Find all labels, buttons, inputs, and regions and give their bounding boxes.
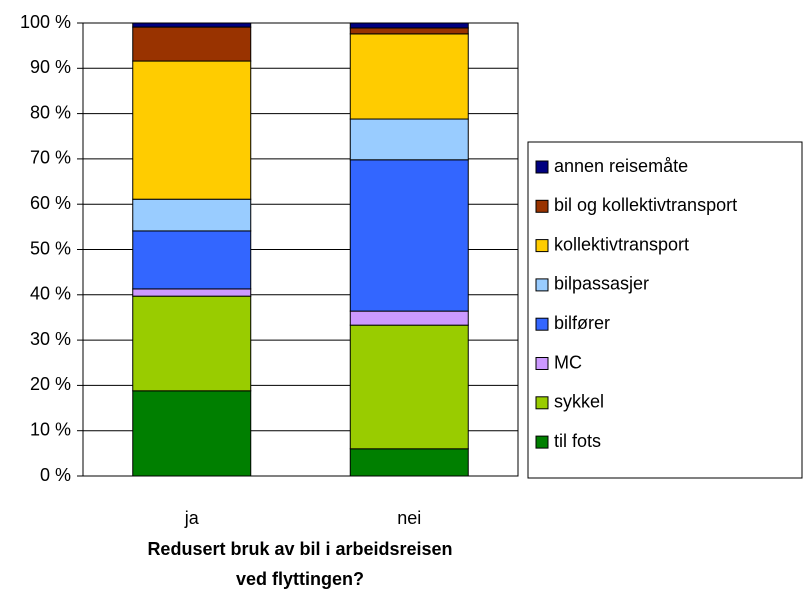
legend-label: bilfører bbox=[554, 313, 610, 333]
x-tick-label: nei bbox=[397, 508, 421, 528]
legend-swatch bbox=[535, 357, 549, 370]
legend-swatch bbox=[535, 278, 549, 292]
bar-segment bbox=[349, 310, 469, 326]
bar-segment bbox=[132, 390, 252, 477]
y-tick-label: 40 % bbox=[30, 284, 71, 304]
bar-segment bbox=[132, 230, 252, 290]
bar-segment bbox=[349, 324, 469, 450]
legend-swatch bbox=[535, 435, 549, 449]
bar-segment bbox=[349, 118, 469, 161]
legend-swatch bbox=[535, 239, 549, 253]
bar-segment bbox=[349, 159, 469, 312]
legend-box bbox=[527, 141, 803, 479]
y-tick-label: 50 % bbox=[30, 238, 71, 258]
bar-segment bbox=[349, 33, 469, 120]
y-tick-label: 60 % bbox=[30, 193, 71, 213]
bar-segment bbox=[132, 198, 252, 232]
bar-segment bbox=[132, 60, 252, 200]
y-tick-label: 10 % bbox=[30, 419, 71, 439]
x-tick-label: ja bbox=[184, 508, 200, 528]
bar-segment bbox=[132, 295, 252, 392]
y-tick-label: 90 % bbox=[30, 57, 71, 77]
bar-segment bbox=[132, 22, 252, 28]
legend-swatch bbox=[535, 317, 549, 331]
legend-label: kollektivtransport bbox=[554, 234, 689, 254]
x-axis-title: Redusert bruk av bil i arbeidsreisen ved… bbox=[147, 539, 453, 589]
bar-segment bbox=[349, 27, 469, 35]
bar-segment bbox=[349, 22, 469, 29]
legend-label: sykkel bbox=[554, 392, 604, 412]
bar-segment bbox=[349, 448, 469, 477]
legend-label: bil og kollektivtransport bbox=[554, 195, 737, 215]
legend-label: MC bbox=[554, 352, 582, 372]
y-tick-label: 80 % bbox=[30, 102, 71, 122]
bar-segment bbox=[132, 26, 252, 62]
legend-label: til fots bbox=[554, 431, 601, 451]
y-tick-label: 70 % bbox=[30, 148, 71, 168]
legend-swatch bbox=[535, 160, 549, 174]
y-tick-label: 0 % bbox=[40, 465, 71, 485]
y-tick-label: 20 % bbox=[30, 374, 71, 394]
legend-label: annen reisemåte bbox=[554, 156, 688, 176]
y-tick-label: 30 % bbox=[30, 329, 71, 349]
bar-segment bbox=[132, 288, 252, 297]
legend-swatch bbox=[535, 396, 549, 410]
y-tick-label: 100 % bbox=[20, 12, 71, 32]
legend-swatch bbox=[535, 199, 549, 213]
legend-label: bilpassasjer bbox=[554, 274, 649, 294]
